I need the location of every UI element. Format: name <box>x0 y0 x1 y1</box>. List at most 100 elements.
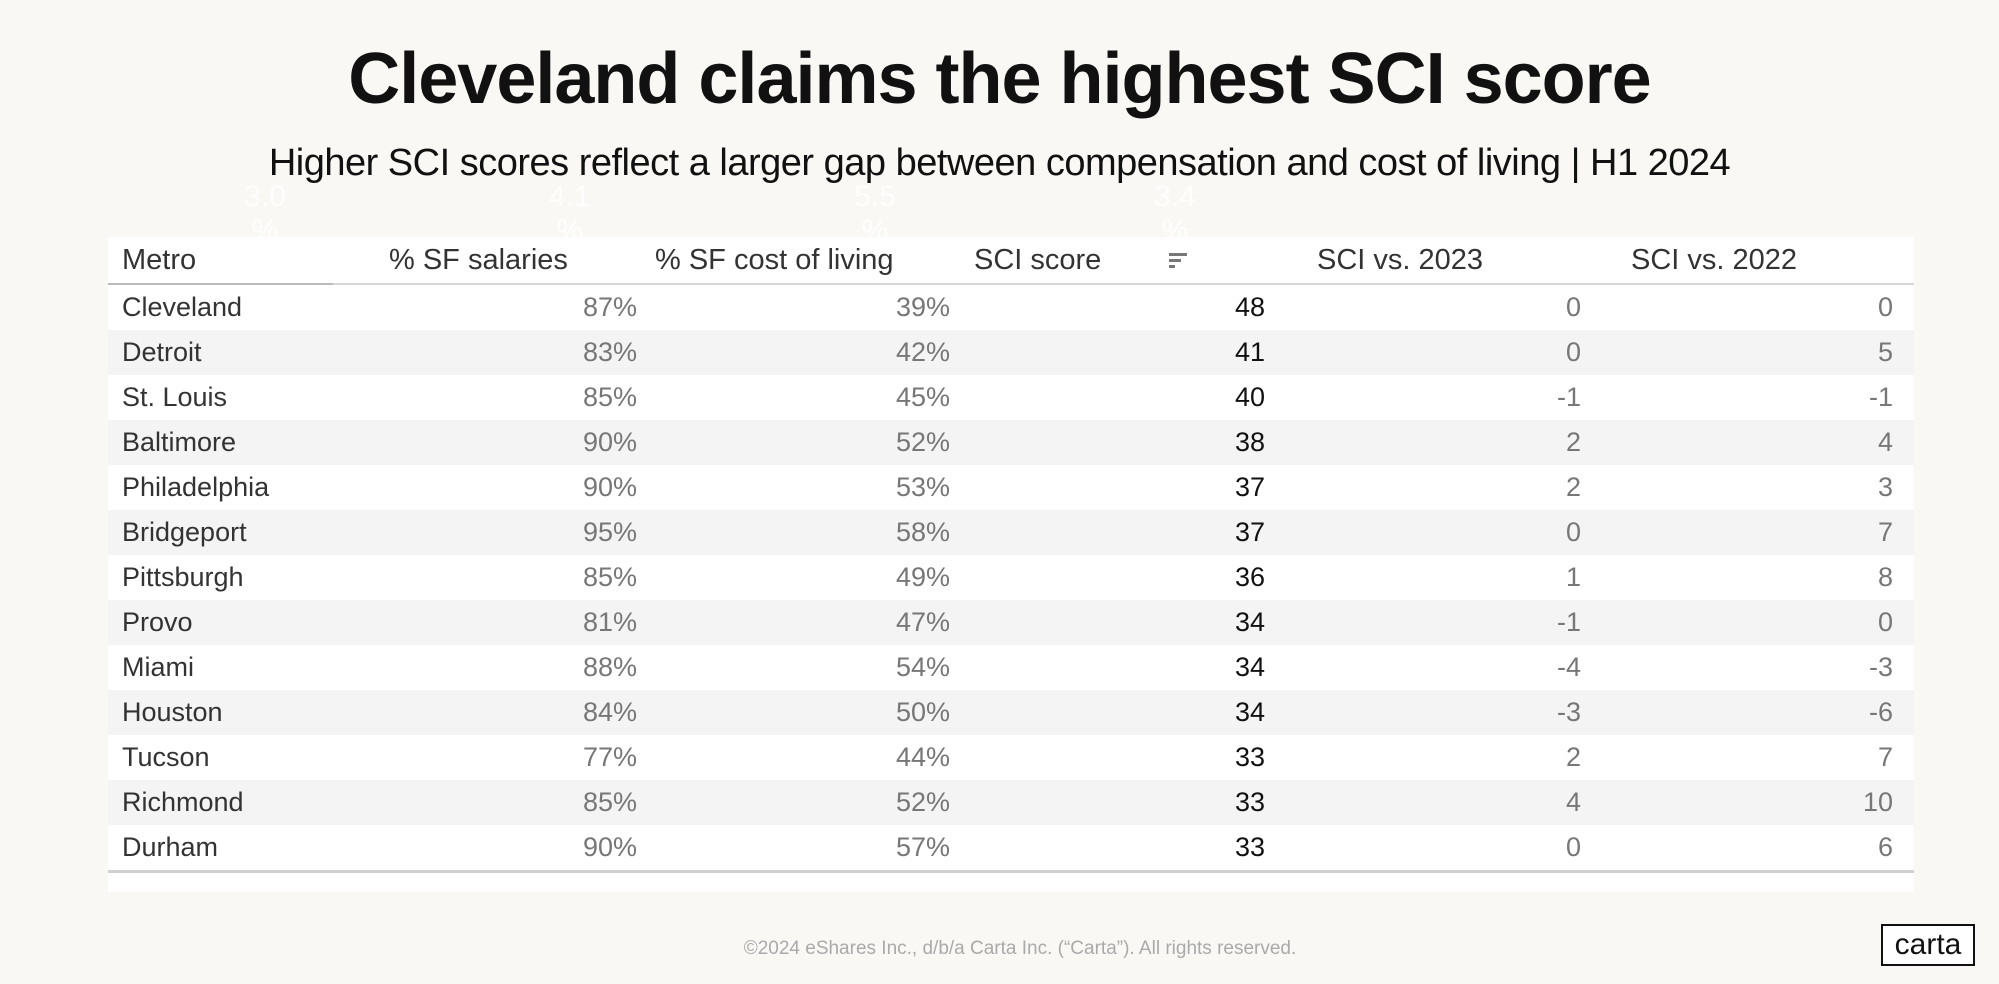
cell-sci-vs-2023: -1 <box>1556 382 1581 412</box>
header-sci-vs-2023[interactable]: SCI vs. 2023 <box>1265 237 1581 285</box>
cell-padding <box>1893 465 1914 510</box>
page-subtitle: Higher SCI scores reflect a larger gap b… <box>268 142 1731 184</box>
cell-padding <box>1893 825 1914 873</box>
cell-sci-score: 38 <box>950 420 1265 465</box>
sci-table: Metro % SF salaries % SF cost of living … <box>108 237 1914 873</box>
cell-padding <box>1893 375 1914 420</box>
cell-sci-score: 33 <box>950 780 1265 825</box>
cell-sci-vs-2023: 4 <box>1265 780 1581 825</box>
cell-sci-vs-2022: 8 <box>1877 562 1893 592</box>
cell-sci-vs-2023: 0 <box>1265 510 1581 555</box>
cell-metro: Richmond <box>108 780 333 825</box>
cell-sf-cost-of-living: 44% <box>895 742 950 772</box>
table-row: Richmond 85% 52% 33 4 10 <box>108 780 1914 825</box>
page-title: Cleveland claims the highest SCI score <box>348 39 1651 119</box>
cell-sf-salaries: 90% <box>582 472 637 502</box>
cell-sci-score: 34 <box>950 600 1265 645</box>
ghost-label: 5.5 % <box>854 180 896 247</box>
table-row: Baltimore 90% 52% 38 2 4 <box>108 420 1914 465</box>
table-row: Provo 81% 47% 34 -1 0 <box>108 600 1914 645</box>
cell-sci-vs-2022: 10 <box>1581 780 1893 825</box>
table-row: Tucson 77% 44% 33 2 7 <box>108 735 1914 780</box>
cell-sci-score: 36 <box>1234 562 1265 592</box>
cell-sci-vs-2023: 1 <box>1565 562 1581 592</box>
cell-sf-cost-of-living: 47% <box>637 600 950 645</box>
table-row: Pittsburgh 85% 49% 36 1 8 <box>108 555 1914 600</box>
cell-sci-vs-2023: -4 <box>1556 652 1581 682</box>
cell-sf-cost-of-living: 49% <box>895 562 950 592</box>
cell-metro: Baltimore <box>108 420 333 465</box>
cell-sci-vs-2022: 0 <box>1877 292 1893 322</box>
cell-metro: Bridgeport <box>108 510 333 555</box>
cell-sf-cost-of-living: 39% <box>895 292 950 322</box>
cell-sci-vs-2022: -1 <box>1868 382 1893 412</box>
header-sci-score[interactable]: SCI score <box>950 237 1265 285</box>
cell-sci-score: 40 <box>1234 382 1265 412</box>
cell-sf-salaries: 83% <box>333 330 637 375</box>
cell-sf-salaries: 88% <box>582 652 637 682</box>
cell-sci-score: 37 <box>950 510 1265 555</box>
table-row: Durham 90% 57% 33 0 6 <box>108 825 1914 873</box>
cell-metro: Philadelphia <box>122 472 270 502</box>
cell-sci-score: 34 <box>1234 652 1265 682</box>
cell-padding <box>1893 780 1914 825</box>
cell-sci-vs-2022: -3 <box>1868 652 1893 682</box>
cell-sci-score: 34 <box>950 690 1265 735</box>
cell-padding <box>1893 284 1914 330</box>
ghost-label: 3.0 % <box>244 180 286 247</box>
cell-padding <box>1893 735 1914 780</box>
header-metro[interactable]: Metro <box>108 237 333 285</box>
cell-sf-cost-of-living: 54% <box>895 652 950 682</box>
cell-sci-vs-2023: 0 <box>1565 292 1581 322</box>
cell-metro: St. Louis <box>122 382 228 412</box>
cell-padding <box>1893 330 1914 375</box>
cell-sci-score: 33 <box>950 825 1265 873</box>
cell-sci-vs-2023: 2 <box>1565 472 1581 502</box>
cell-sci-vs-2023: -3 <box>1265 690 1581 735</box>
cell-metro: Provo <box>108 600 333 645</box>
table-header-row: Metro % SF salaries % SF cost of living … <box>108 237 1914 285</box>
cell-sf-salaries: 95% <box>333 510 637 555</box>
cell-sf-salaries: 90% <box>333 825 637 873</box>
cell-sf-salaries: 87% <box>582 292 637 322</box>
cell-sci-vs-2023: 0 <box>1265 330 1581 375</box>
table-row: Philadelphia 90% 53% 37 2 3 <box>108 465 1914 510</box>
table-row: St. Louis 85% 45% 40 -1 -1 <box>108 375 1914 420</box>
cell-sci-vs-2023: 2 <box>1265 420 1581 465</box>
cell-sci-vs-2022: 5 <box>1581 330 1893 375</box>
cell-padding <box>1893 690 1914 735</box>
cell-sci-vs-2023: 0 <box>1265 825 1581 873</box>
sort-descending-icon[interactable] <box>1169 250 1188 271</box>
cell-sf-salaries: 90% <box>333 420 637 465</box>
table-row: Bridgeport 95% 58% 37 0 7 <box>108 510 1914 555</box>
cell-sci-vs-2022: 3 <box>1877 472 1893 502</box>
cell-sf-salaries: 84% <box>333 690 637 735</box>
cell-sf-salaries: 85% <box>582 382 637 412</box>
cell-sf-salaries: 85% <box>333 780 637 825</box>
header-sf-cost-of-living[interactable]: % SF cost of living <box>637 237 950 285</box>
cell-sci-vs-2022: 7 <box>1877 742 1893 772</box>
cell-sci-vs-2022: 0 <box>1581 600 1893 645</box>
copyright-footer: ©2024 eShares Inc., d/b/a Carta Inc. (“C… <box>743 938 1297 959</box>
cell-sci-vs-2022: 7 <box>1581 510 1893 555</box>
cell-metro: Cleveland <box>122 292 243 322</box>
header-sci-vs-2022[interactable]: SCI vs. 2022 <box>1581 237 1893 285</box>
cell-sf-cost-of-living: 57% <box>637 825 950 873</box>
cell-padding <box>1893 600 1914 645</box>
table-row: Houston 84% 50% 34 -3 -6 <box>108 690 1914 735</box>
cell-metro: Pittsburgh <box>122 562 244 592</box>
cell-sf-cost-of-living: 52% <box>637 780 950 825</box>
cell-padding <box>1893 645 1914 690</box>
cell-sci-vs-2022: -6 <box>1581 690 1893 735</box>
cell-sci-vs-2023: 2 <box>1565 742 1581 772</box>
header-sf-salaries[interactable]: % SF salaries <box>333 237 637 285</box>
cell-sf-salaries: 77% <box>582 742 637 772</box>
cell-metro: Houston <box>108 690 333 735</box>
table-row: Detroit 83% 42% 41 0 5 <box>108 330 1914 375</box>
cell-sci-vs-2022: 4 <box>1581 420 1893 465</box>
cell-sci-score: 41 <box>950 330 1265 375</box>
carta-logo: carta <box>1881 924 1975 966</box>
cell-sf-cost-of-living: 45% <box>895 382 950 412</box>
cell-padding <box>1893 420 1914 465</box>
header-sci-score-label: SCI score <box>974 243 1102 276</box>
